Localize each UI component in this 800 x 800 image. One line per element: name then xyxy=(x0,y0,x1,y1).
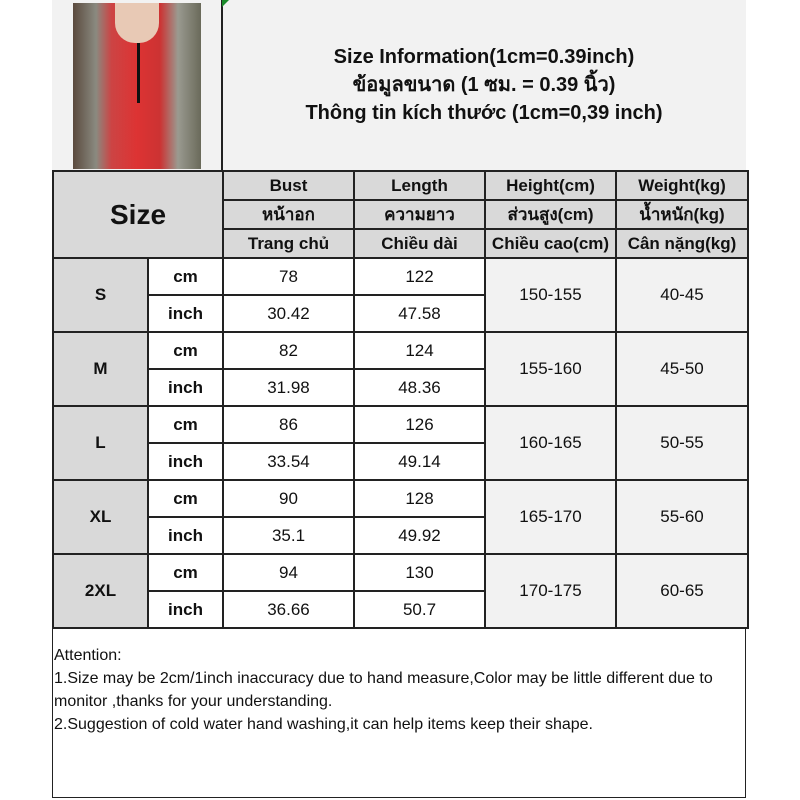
header-row-english: Size Bust Length Height(cm) Weight(kg) xyxy=(52,170,749,259)
attention-notes: Attention: 1.Size may be 2cm/1inch inacc… xyxy=(54,644,744,736)
attention-heading: Attention: xyxy=(54,647,122,664)
height-range: 170-175 xyxy=(484,553,617,629)
unit-cm: cm xyxy=(147,331,224,370)
cell-comment-marker-icon xyxy=(222,0,229,7)
table-row-inch: inch 36.66 50.7 xyxy=(53,590,748,629)
weight-range: 60-65 xyxy=(615,553,749,629)
height-range: 150-155 xyxy=(484,257,617,333)
length-cm: 128 xyxy=(353,479,486,518)
height-range: 155-160 xyxy=(484,331,617,407)
unit-inch: inch xyxy=(147,442,224,481)
bust-inch: 33.54 xyxy=(222,442,355,481)
size-label: XL xyxy=(52,479,149,555)
attention-note-2: 2.Suggestion of cold water hand washing,… xyxy=(54,716,593,733)
height-range: 160-165 xyxy=(484,405,617,481)
header-row-thai: หน้าอก ความยาว ส่วนสูง(cm) น้ำหนัก(kg) xyxy=(53,199,749,230)
unit-cm: cm xyxy=(147,257,224,296)
size-label: 2XL xyxy=(52,553,149,629)
table-row-cm: XL cm 90 128 165-170 55-60 xyxy=(52,479,749,555)
col-length-en: Length xyxy=(353,170,486,201)
weight-range: 50-55 xyxy=(615,405,749,481)
col-weight-th: น้ำหนัก(kg) xyxy=(615,199,749,230)
col-bust-vi: Trang chủ xyxy=(222,228,355,259)
col-bust-en: Bust xyxy=(222,170,355,201)
bust-cm: 82 xyxy=(222,331,355,370)
col-height-vi: Chiều cao(cm) xyxy=(484,228,617,259)
col-length-vi: Chiều dài xyxy=(353,228,486,259)
bust-inch: 35.1 xyxy=(222,516,355,555)
header-row-vietnamese: Trang chủ Chiều dài Chiều cao(cm) Cân nặ… xyxy=(53,228,749,259)
title-block: Size Information(1cm=0.39inch) ข้อมูลขนา… xyxy=(222,0,746,170)
col-height-en: Height(cm) xyxy=(484,170,617,201)
title-english: Size Information(1cm=0.39inch) xyxy=(333,46,635,68)
length-inch: 50.7 xyxy=(353,590,486,629)
bust-inch: 31.98 xyxy=(222,368,355,407)
title-vietnamese: Thông tin kích thước (1cm=0,39 inch) xyxy=(305,102,663,124)
unit-inch: inch xyxy=(147,294,224,333)
length-cm: 122 xyxy=(353,257,486,296)
size-label: L xyxy=(52,405,149,481)
size-label: S xyxy=(52,257,149,333)
photo-neckline xyxy=(115,3,159,43)
table-row-inch: inch 30.42 47.58 xyxy=(53,294,748,333)
product-photo xyxy=(73,3,201,169)
height-range: 165-170 xyxy=(484,479,617,555)
bust-cm: 90 xyxy=(222,479,355,518)
col-weight-vi: Cân nặng(kg) xyxy=(615,228,749,259)
table-row-inch: inch 31.98 48.36 xyxy=(53,368,748,407)
photo-ribbon xyxy=(137,43,140,103)
length-inch: 49.14 xyxy=(353,442,486,481)
unit-inch: inch xyxy=(147,590,224,629)
length-cm: 130 xyxy=(353,553,486,592)
table-row-cm: 2XL cm 94 130 170-175 60-65 xyxy=(52,553,749,629)
unit-cm: cm xyxy=(147,405,224,444)
title-thai: ข้อมูลขนาด (1 ซม. = 0.39 นิ้ว) xyxy=(352,74,616,96)
table-row-cm: S cm 78 122 150-155 40-45 xyxy=(52,257,749,333)
attention-note-1: 1.Size may be 2cm/1inch inaccuracy due t… xyxy=(54,670,713,710)
photo-cell xyxy=(52,0,223,170)
size-table: Size Bust Length Height(cm) Weight(kg) ห… xyxy=(52,170,749,629)
col-height-th: ส่วนสูง(cm) xyxy=(484,199,617,230)
table-row-inch: inch 33.54 49.14 xyxy=(53,442,748,481)
weight-range: 40-45 xyxy=(615,257,749,333)
unit-cm: cm xyxy=(147,553,224,592)
unit-cm: cm xyxy=(147,479,224,518)
length-inch: 49.92 xyxy=(353,516,486,555)
length-cm: 126 xyxy=(353,405,486,444)
table-row-inch: inch 35.1 49.92 xyxy=(53,516,748,555)
bust-inch: 30.42 xyxy=(222,294,355,333)
size-label: M xyxy=(52,331,149,407)
table-row-cm: L cm 86 126 160-165 50-55 xyxy=(52,405,749,481)
bust-cm: 94 xyxy=(222,553,355,592)
col-weight-en: Weight(kg) xyxy=(615,170,749,201)
bust-inch: 36.66 xyxy=(222,590,355,629)
weight-range: 55-60 xyxy=(615,479,749,555)
bust-cm: 78 xyxy=(222,257,355,296)
length-cm: 124 xyxy=(353,331,486,370)
col-bust-th: หน้าอก xyxy=(222,199,355,230)
unit-inch: inch xyxy=(147,368,224,407)
weight-range: 45-50 xyxy=(615,331,749,407)
unit-inch: inch xyxy=(147,516,224,555)
length-inch: 47.58 xyxy=(353,294,486,333)
table-row-cm: M cm 82 124 155-160 45-50 xyxy=(52,331,749,407)
size-header: Size xyxy=(52,170,224,259)
length-inch: 48.36 xyxy=(353,368,486,407)
bust-cm: 86 xyxy=(222,405,355,444)
header-area: Size Information(1cm=0.39inch) ข้อมูลขนา… xyxy=(52,0,746,172)
col-length-th: ความยาว xyxy=(353,199,486,230)
